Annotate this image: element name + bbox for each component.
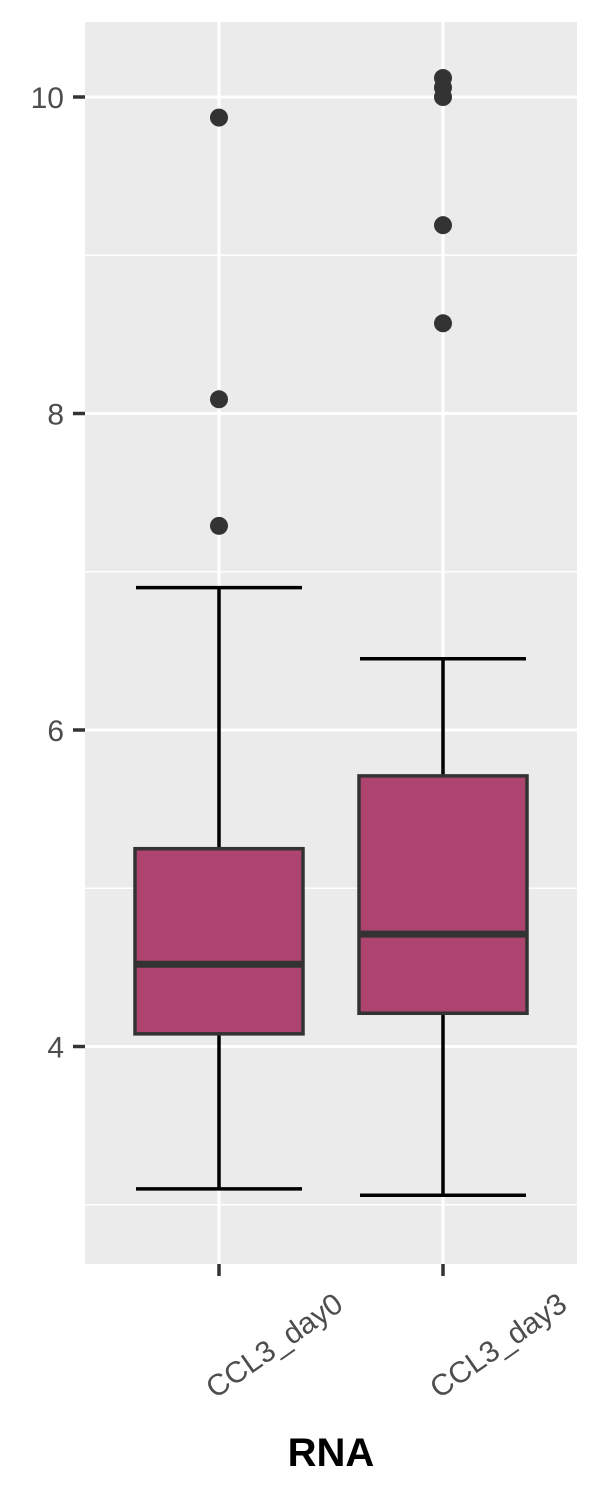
box-iqr — [357, 774, 529, 1016]
outlier-point — [434, 69, 452, 88]
box-ccl3-day0 — [133, 108, 305, 1191]
plot-panel — [85, 22, 577, 1264]
box-ccl3-day3 — [357, 69, 529, 1198]
x-tick-label: CCL3_day0 — [200, 1287, 349, 1405]
y-tick-label: 8 — [47, 399, 64, 432]
outlier-point — [210, 516, 228, 535]
x-tick-label: CCL3_day3 — [424, 1287, 573, 1405]
x-axis-title: RNA — [288, 1431, 375, 1475]
outlier-point — [210, 108, 228, 127]
y-tick-label: 4 — [47, 1032, 64, 1065]
outlier-point — [434, 216, 452, 235]
outlier-point — [434, 314, 452, 333]
y-tick-label: 10 — [31, 82, 64, 115]
y-axis: 4 6 8 10 — [31, 82, 85, 1065]
outlier-point — [210, 390, 228, 409]
y-tick-label: 6 — [47, 715, 64, 748]
box-iqr — [133, 846, 305, 1036]
x-axis: CCL3_day0 CCL3_day3 — [200, 1264, 573, 1405]
box-series — [133, 69, 529, 1198]
